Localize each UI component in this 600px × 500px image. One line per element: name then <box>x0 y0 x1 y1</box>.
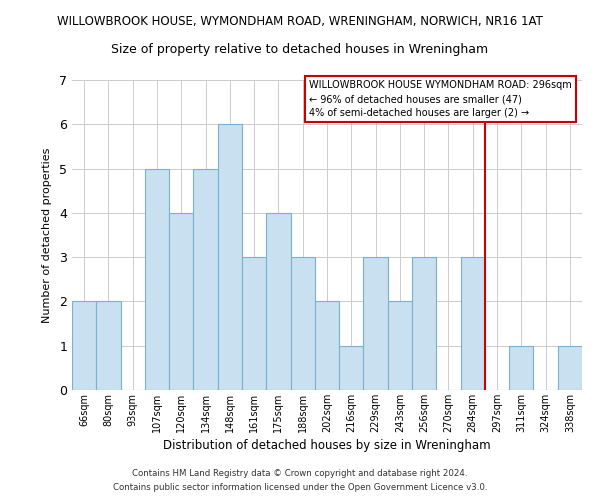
Bar <box>96 302 121 390</box>
Bar <box>169 213 193 390</box>
Bar <box>193 168 218 390</box>
X-axis label: Distribution of detached houses by size in Wreningham: Distribution of detached houses by size … <box>163 439 491 452</box>
Text: Contains public sector information licensed under the Open Government Licence v3: Contains public sector information licen… <box>113 484 487 492</box>
Bar <box>339 346 364 390</box>
Text: WILLOWBROOK HOUSE WYMONDHAM ROAD: 296sqm
← 96% of detached houses are smaller (4: WILLOWBROOK HOUSE WYMONDHAM ROAD: 296sqm… <box>309 80 572 118</box>
Bar <box>558 346 582 390</box>
Bar <box>218 124 242 390</box>
Bar <box>145 168 169 390</box>
Bar <box>509 346 533 390</box>
Bar <box>290 257 315 390</box>
Bar <box>72 302 96 390</box>
Text: Size of property relative to detached houses in Wreningham: Size of property relative to detached ho… <box>112 42 488 56</box>
Bar <box>315 302 339 390</box>
Bar <box>461 257 485 390</box>
Text: Contains HM Land Registry data © Crown copyright and database right 2024.: Contains HM Land Registry data © Crown c… <box>132 468 468 477</box>
Bar <box>242 257 266 390</box>
Y-axis label: Number of detached properties: Number of detached properties <box>42 148 52 322</box>
Bar <box>364 257 388 390</box>
Bar <box>388 302 412 390</box>
Text: WILLOWBROOK HOUSE, WYMONDHAM ROAD, WRENINGHAM, NORWICH, NR16 1AT: WILLOWBROOK HOUSE, WYMONDHAM ROAD, WRENI… <box>57 15 543 28</box>
Bar <box>412 257 436 390</box>
Bar <box>266 213 290 390</box>
